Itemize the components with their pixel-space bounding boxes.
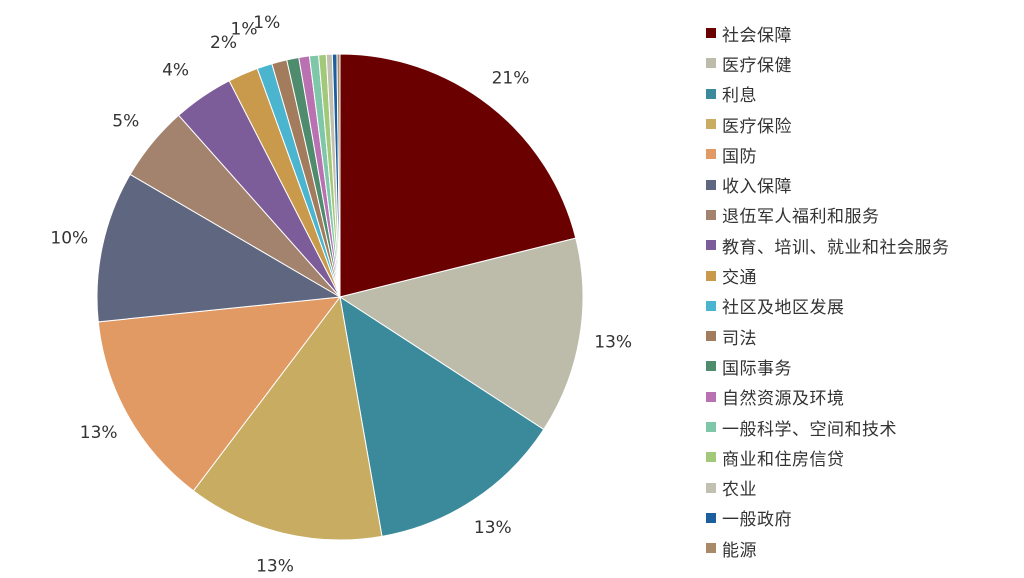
legend-item: 农业 <box>706 472 1024 502</box>
chart-legend: 社会保障医疗保健利息医疗保险国防收入保障退伍军人福利和服务教育、培训、就业和社会… <box>706 18 1024 563</box>
legend-item: 教育、培训、就业和社会服务 <box>706 230 1024 260</box>
legend-swatch <box>706 300 716 311</box>
pie-slice-data-label: 13% <box>474 518 512 538</box>
pie-slice <box>97 296 342 492</box>
legend-swatch <box>706 422 716 432</box>
legend-label: 国际事务 <box>722 358 792 379</box>
legend-label: 教育、培训、就业和社会服务 <box>722 237 950 258</box>
legend-item: 退伍军人福利和服务 <box>706 200 1024 230</box>
legend-label: 司法 <box>722 328 757 349</box>
legend-label: 能源 <box>722 540 757 561</box>
legend-label: 医疗保健 <box>722 55 792 76</box>
legend-label: 社会保障 <box>722 25 792 46</box>
pie-slice <box>192 295 383 541</box>
legend-label: 医疗保险 <box>722 116 792 137</box>
pie-slice <box>339 295 545 537</box>
legend-swatch <box>706 179 716 190</box>
legend-item: 交通 <box>706 260 1024 290</box>
legend-swatch <box>706 58 716 69</box>
legend-item: 医疗保险 <box>706 109 1024 139</box>
legend-swatch <box>706 361 716 372</box>
legend-label: 自然资源及环境 <box>722 389 845 410</box>
pie-slice <box>336 53 341 298</box>
legend-item: 收入保障 <box>706 169 1024 199</box>
pie-slice <box>338 237 584 431</box>
legend-swatch <box>706 270 716 281</box>
legend-swatch <box>706 119 716 130</box>
legend-label: 交通 <box>722 268 757 289</box>
legend-label: 国防 <box>722 146 757 167</box>
pie-slice-data-label: 4% <box>162 60 189 80</box>
pie-slice <box>96 173 342 323</box>
legend-item: 一般政府 <box>706 503 1024 533</box>
legend-item: 医疗保健 <box>706 48 1024 78</box>
legend-swatch <box>706 512 716 523</box>
legend-swatch <box>706 149 716 160</box>
legend-swatch <box>706 88 716 99</box>
pie-slice-data-label: 2% <box>210 33 237 53</box>
pie-slice-data-label: 13% <box>594 333 632 353</box>
legend-item: 司法 <box>706 321 1024 351</box>
legend-swatch <box>706 391 716 402</box>
legend-swatch <box>706 209 716 220</box>
legend-swatch <box>706 543 716 554</box>
legend-item: 商业和住房信贷 <box>706 442 1024 472</box>
legend-item: 自然资源及环境 <box>706 382 1024 412</box>
pie-slice-data-label: 13% <box>256 556 294 576</box>
pie-slice-data-label: 21% <box>492 69 530 89</box>
legend-label: 农业 <box>722 480 757 501</box>
legend-item: 一般科学、空间和技术 <box>706 412 1024 442</box>
legend-label: 收入保障 <box>722 177 792 198</box>
legend-label: 一般政府 <box>722 510 792 531</box>
pie-slice <box>339 53 577 298</box>
pie-slice-data-label: 5% <box>112 111 139 131</box>
legend-swatch <box>706 240 716 251</box>
legend-label: 商业和住房信贷 <box>722 449 845 470</box>
legend-label: 社区及地区发展 <box>722 298 845 319</box>
pie-plot-area: 21%13%13%13%13%10%5%4%2%1%1% <box>50 13 632 576</box>
legend-item: 国防 <box>706 139 1024 169</box>
legend-label: 利息 <box>722 86 757 107</box>
legend-swatch <box>706 482 716 493</box>
legend-item: 能源 <box>706 533 1024 563</box>
pie-slices <box>96 53 584 541</box>
legend-label: 退伍军人福利和服务 <box>722 207 880 228</box>
pie-slice-data-label: 13% <box>80 423 118 443</box>
pie-data-labels: 21%13%13%13%13%10%5%4%2%1%1% <box>50 13 632 576</box>
pie-slice-data-label: 1% <box>253 13 280 33</box>
legend-swatch <box>706 28 716 39</box>
legend-swatch <box>706 331 716 342</box>
legend-item: 国际事务 <box>706 351 1024 381</box>
pie-slice-data-label: 1% <box>231 20 258 40</box>
legend-swatch <box>706 452 716 463</box>
legend-label: 一般科学、空间和技术 <box>722 419 897 440</box>
legend-item: 社会保障 <box>706 18 1024 48</box>
legend-item: 利息 <box>706 79 1024 109</box>
legend-item: 社区及地区发展 <box>706 291 1024 321</box>
pie-slice-data-label: 10% <box>50 228 88 248</box>
